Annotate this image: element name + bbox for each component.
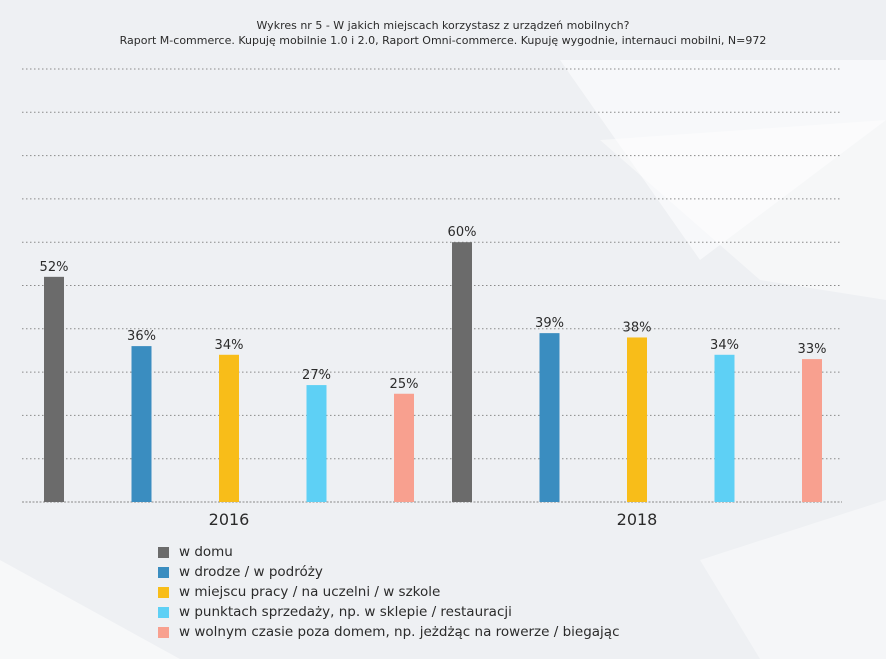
legend-item: w domu xyxy=(158,542,620,562)
data-label: 25% xyxy=(390,377,419,392)
bar-2018-3 xyxy=(627,337,647,502)
data-label: 27% xyxy=(302,368,331,383)
legend-label: w drodze / w podróży xyxy=(179,564,323,580)
legend-swatch xyxy=(158,626,169,638)
category-label: 2016 xyxy=(209,510,250,529)
legend-swatch xyxy=(158,606,169,618)
bar-2018-5 xyxy=(802,359,822,502)
bar-2016-3 xyxy=(219,354,239,502)
legend-label: w domu xyxy=(179,544,233,560)
grid-lines xyxy=(22,68,842,503)
bar-2016-5 xyxy=(394,393,414,502)
legend-item: w punktach sprzedaży, np. w sklepie / re… xyxy=(158,602,620,622)
bar-2018-1 xyxy=(452,242,472,502)
data-label: 36% xyxy=(127,329,156,344)
data-label: 33% xyxy=(798,342,827,357)
legend-swatch xyxy=(158,586,169,598)
data-label: 34% xyxy=(215,338,244,353)
bar-2018-4 xyxy=(714,354,735,502)
chart-title: Wykres nr 5 - W jakich miejscach korzyst… xyxy=(256,19,630,32)
bar-2016-2 xyxy=(131,346,152,502)
data-label: 34% xyxy=(710,338,739,353)
legend: w domu w drodze / w podróży w miejscu prac… xyxy=(158,542,620,642)
legend-item: w wolnym czasie poza domem, np. jeżdżąc … xyxy=(158,622,620,642)
legend-item: w drodze / w podróży xyxy=(158,562,620,582)
legend-item: w miejscu pracy / na uczelni / w szkole xyxy=(158,582,620,602)
data-label: 60% xyxy=(448,225,477,240)
data-label: 52% xyxy=(40,260,69,275)
chart-subtitle: Raport M-commerce. Kupuję mobilnie 1.0 i… xyxy=(119,34,767,47)
category-label: 2018 xyxy=(617,510,658,529)
bars-group xyxy=(44,242,822,502)
legend-label: w wolnym czasie poza domem, np. jeżdżąc … xyxy=(179,624,620,640)
legend-swatch xyxy=(158,546,169,558)
bar-2016-1 xyxy=(44,276,64,502)
bar-chart: 52% 36% 34% 27% 25% 60% 39% 38% 34% 33% 2016 2018 xyxy=(22,68,842,529)
legend-label: w miejscu pracy / na uczelni / w szkole xyxy=(179,584,441,600)
category-labels-group: 2016 2018 xyxy=(209,510,658,529)
data-labels-group: 52% 36% 34% 27% 25% 60% 39% 38% 34% 33% xyxy=(40,225,827,392)
legend-swatch xyxy=(158,566,169,578)
bar-2018-2 xyxy=(539,333,560,502)
data-label: 39% xyxy=(535,316,564,331)
bar-2016-4 xyxy=(306,385,327,502)
data-label: 38% xyxy=(623,320,652,335)
legend-label: w punktach sprzedaży, np. w sklepie / re… xyxy=(179,604,512,620)
